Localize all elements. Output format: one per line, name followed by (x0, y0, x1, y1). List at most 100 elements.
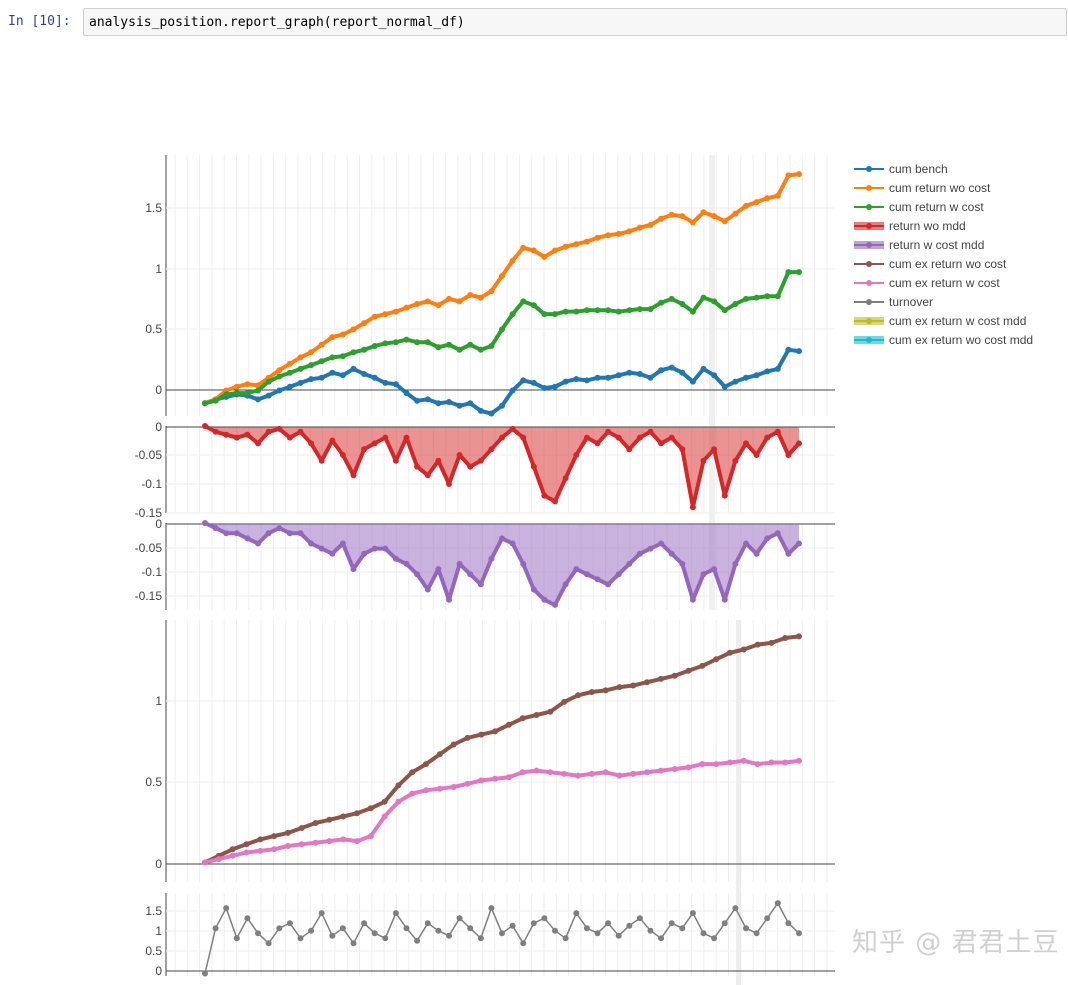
legend-label: cum ex return w cost (889, 276, 1000, 290)
legend-item: cum ex return w cost (854, 276, 1000, 290)
legend-item: cum ex return wo cost (854, 257, 1007, 271)
return-w-cost-mdd-point (424, 586, 431, 593)
code-input-area[interactable]: analysis_position.report_graph(report_no… (83, 8, 1067, 36)
turnover-point (318, 910, 325, 917)
y-tick-label: -0.15 (135, 589, 163, 603)
cum-return-w-cost-point (202, 400, 208, 407)
cum-return-wo-cost-point (541, 253, 548, 260)
turnover-point (764, 915, 771, 922)
cum-bench-point (785, 346, 792, 353)
return-wo-mdd-point (414, 463, 421, 470)
turnover-point (626, 922, 633, 929)
cum-ex-return-w-cost-point (478, 777, 485, 784)
cum-return-wo-cost-point (743, 202, 749, 209)
cum-return-wo-cost-point (530, 247, 537, 254)
legend-swatch-marker (866, 166, 872, 172)
return-w-cost-mdd-point (467, 571, 474, 578)
cum-bench-point (626, 369, 633, 376)
cum-ex-return-w-cost-point (685, 764, 692, 771)
cum-return-w-cost-point (329, 354, 336, 361)
cum-bench-point (594, 374, 601, 381)
cum-return-w-cost-point (689, 308, 696, 315)
turnover-point (668, 920, 675, 927)
cum-ex-return-w-cost-point (519, 769, 526, 776)
cum-return-wo-cost-point (467, 292, 474, 298)
cum-return-w-cost-point (753, 294, 760, 301)
cum-bench-point (297, 379, 304, 386)
cum-return-wo-cost-point (679, 213, 686, 220)
cell-prompt: In [10]: (8, 14, 71, 29)
cum-return-w-cost-point (392, 339, 399, 346)
cum-bench-point (700, 365, 707, 372)
return-wo-mdd-point (658, 440, 665, 447)
y-tick-label: 0 (155, 964, 162, 978)
code-text[interactable]: analysis_position.report_graph(report_no… (89, 15, 465, 30)
return-wo-mdd-point (785, 452, 792, 458)
cum-ex-return-wo-cost-point (326, 816, 333, 823)
panel-4: 00.51 (145, 620, 835, 882)
cum-bench-point (636, 371, 643, 377)
return-w-cost-mdd-point (689, 596, 696, 603)
return-w-cost-mdd-point (329, 550, 336, 557)
cum-ex-return-w-cost-point (354, 838, 360, 845)
y-tick-label: 0.5 (145, 944, 162, 958)
return-wo-mdd-point (212, 428, 219, 435)
cum-ex-return-w-cost-point (492, 775, 499, 782)
return-wo-mdd-point (594, 440, 601, 447)
cum-return-w-cost-point (530, 302, 537, 309)
cum-ex-return-wo-cost-point (602, 687, 609, 694)
legend-label: return w cost mdd (889, 238, 984, 252)
cum-ex-return-wo-cost-point (768, 639, 775, 646)
return-w-cost-mdd-point (509, 540, 516, 547)
cum-ex-return-w-cost-point (257, 847, 264, 854)
cum-bench-point (573, 376, 580, 383)
cum-return-w-cost-point (626, 307, 633, 314)
legend-item: turnover (854, 295, 933, 309)
return-w-cost-mdd-point (668, 550, 675, 557)
return-wo-mdd-point (689, 504, 696, 511)
cum-ex-return-w-cost-point (367, 833, 374, 840)
turnover-point (541, 915, 548, 922)
cum-return-wo-cost-point (668, 211, 675, 218)
cum-bench-point (658, 367, 665, 374)
cum-bench-point (361, 371, 368, 377)
cum-return-wo-cost-point (732, 210, 739, 217)
return-wo-mdd-point (530, 463, 537, 470)
cum-ex-return-wo-cost-point (740, 646, 747, 653)
cum-ex-return-w-cost-point (547, 769, 554, 776)
y-tick-label: 0.5 (145, 775, 162, 789)
turnover-point (403, 925, 410, 932)
cum-ex-return-w-cost-point (271, 846, 278, 853)
cum-ex-return-wo-cost-point (519, 715, 526, 722)
cum-bench-point (339, 372, 346, 379)
cum-ex-return-wo-cost-point (782, 635, 789, 641)
y-tick-label: -0.1 (141, 565, 162, 579)
cum-bench-point (732, 378, 739, 385)
turnover-point (573, 910, 580, 917)
return-wo-mdd-point (255, 440, 261, 447)
cum-ex-return-wo-cost-point (423, 761, 429, 768)
return-wo-mdd-point (403, 434, 410, 441)
return-wo-mdd-point (626, 446, 633, 453)
return-w-cost-mdd-point (446, 596, 452, 603)
cum-return-w-cost-point (414, 339, 421, 346)
turnover-point (583, 925, 590, 932)
return-w-cost-mdd-point (711, 566, 718, 573)
cum-bench-point (689, 378, 696, 385)
cum-bench-point (615, 372, 622, 379)
turnover-point (615, 932, 622, 939)
cum-bench-point (371, 374, 378, 381)
return-w-cost-mdd-point (700, 571, 707, 578)
cum-return-wo-cost-point (796, 171, 802, 178)
turnover-point (467, 925, 474, 932)
cum-ex-return-w-cost-point (754, 761, 761, 768)
cum-bench-point (382, 379, 389, 386)
cum-return-wo-cost-point (700, 209, 707, 216)
return-wo-mdd-point (244, 431, 251, 438)
cum-return-w-cost-point (297, 365, 304, 372)
return-w-cost-mdd-point (785, 550, 792, 557)
turnover-point (743, 925, 749, 932)
cum-return-w-cost-point (212, 397, 219, 404)
legend-swatch-marker (866, 185, 872, 191)
cum-return-wo-cost-point (329, 334, 336, 341)
